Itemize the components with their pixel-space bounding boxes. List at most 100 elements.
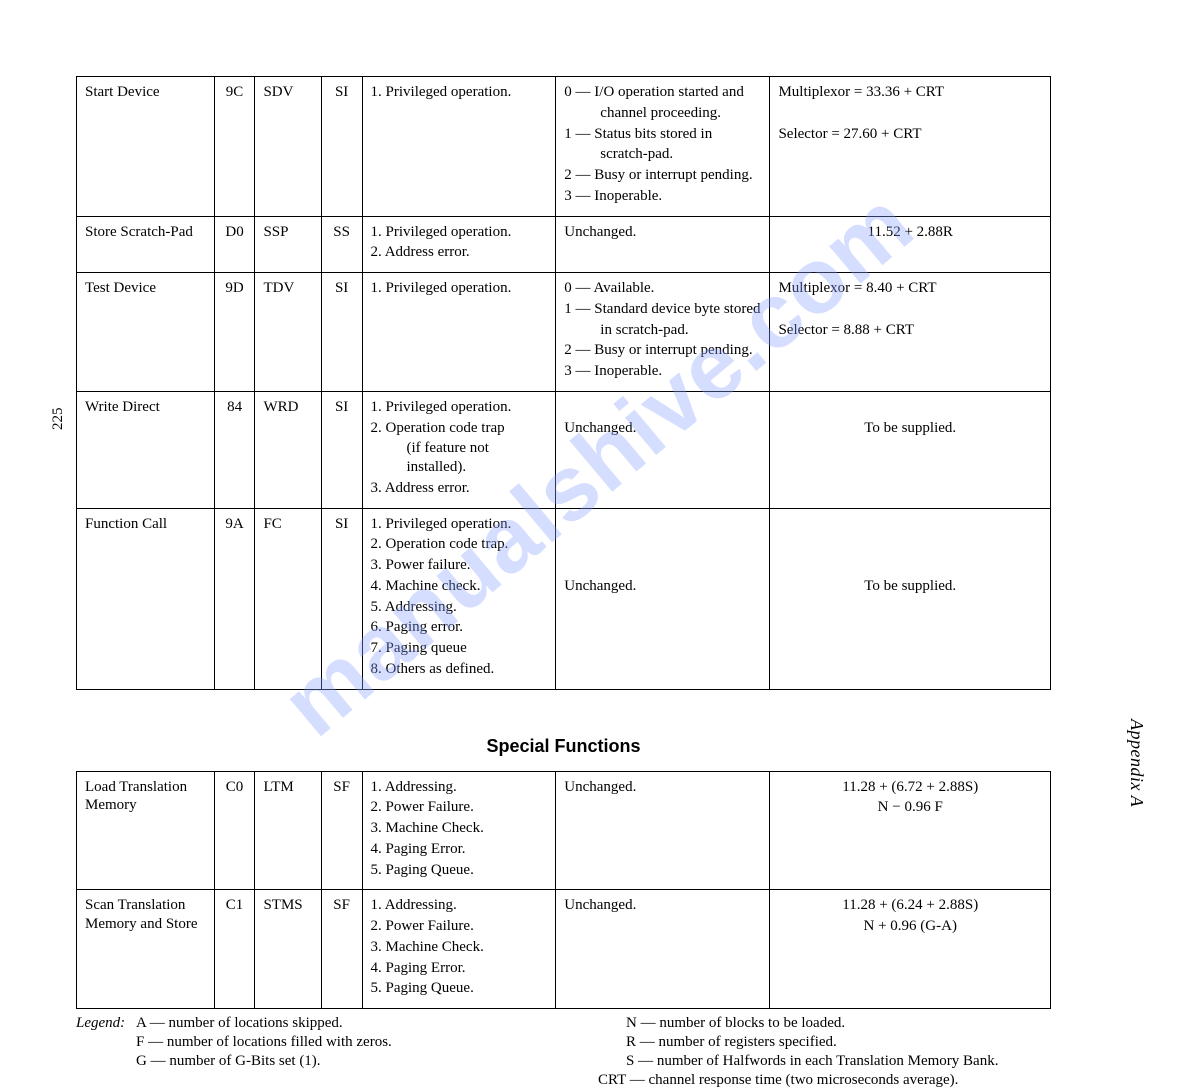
instruction-type: SI	[321, 391, 362, 508]
instruction-type: SS	[321, 216, 362, 273]
condition-code-result: Unchanged.	[556, 391, 770, 508]
trap-line: 8. Others as defined.	[371, 660, 548, 679]
trap-conditions: 1. Addressing.2. Power Failure.3. Machin…	[362, 771, 556, 890]
instruction-type: SI	[321, 77, 362, 217]
timing-line: To be supplied.	[778, 577, 1042, 596]
legend-item: F — number of locations filled with zero…	[136, 1034, 626, 1051]
condition-code-result: Unchanged.	[556, 216, 770, 273]
result-line: 1 — Standard device byte stored	[564, 300, 761, 319]
legend-right: N — number of blocks to be loaded. R — nu…	[626, 1015, 1051, 1091]
instruction-code: 9C	[214, 77, 255, 217]
table-row: Store Scratch-PadD0SSPSS1. Privileged op…	[77, 216, 1051, 273]
trap-line: 1. Privileged operation.	[371, 223, 548, 242]
instruction-code: C1	[214, 890, 255, 1009]
trap-conditions: 1. Privileged operation.	[362, 273, 556, 392]
trap-line: 5. Paging Queue.	[371, 979, 548, 998]
timing-line: Selector = 27.60 + CRT	[778, 125, 1042, 144]
instruction-type: SI	[321, 508, 362, 689]
trap-conditions: 1. Privileged operation.	[362, 77, 556, 217]
trap-line: 1. Privileged operation.	[371, 83, 548, 102]
instruction-code: C0	[214, 771, 255, 890]
timing-line	[778, 515, 1042, 534]
instruction-name: Scan Translation Memory and Store	[77, 890, 215, 1009]
legend-label: Legend:	[76, 1015, 136, 1091]
result-line: 3 — Inoperable.	[564, 362, 761, 381]
trap-line: 1. Privileged operation.	[371, 398, 548, 417]
trap-line: 2. Operation code trap.	[371, 535, 548, 554]
instruction-type: SF	[321, 890, 362, 1009]
timing: To be supplied.	[770, 391, 1051, 508]
trap-line: 1. Privileged operation.	[371, 515, 548, 534]
result-line	[564, 515, 761, 534]
condition-code-result: 0 — Available.1 — Standard device byte s…	[556, 273, 770, 392]
trap-conditions: 1. Privileged operation.2. Operation cod…	[362, 508, 556, 689]
timing-line	[778, 535, 1042, 554]
instruction-mnemonic: SSP	[255, 216, 321, 273]
instruction-table-1: Start Device9CSDVSI1. Privileged operati…	[76, 76, 1051, 690]
condition-code-result: Unchanged.	[556, 771, 770, 890]
trap-line: 3. Machine Check.	[371, 938, 548, 957]
table-row: Scan Translation Memory and StoreC1STMSS…	[77, 890, 1051, 1009]
instruction-mnemonic: WRD	[255, 391, 321, 508]
result-line: 2 — Busy or interrupt pending.	[564, 341, 761, 360]
trap-line: 5. Paging Queue.	[371, 861, 548, 880]
trap-conditions: 1. Privileged operation.2. Address error…	[362, 216, 556, 273]
legend-item: A — number of locations skipped.	[136, 1015, 626, 1032]
trap-conditions: 1. Privileged operation.2. Operation cod…	[362, 391, 556, 508]
result-line	[564, 398, 761, 417]
instruction-table-2: Load Translation MemoryC0LTMSF1. Address…	[76, 771, 1051, 1010]
instruction-code: 9A	[214, 508, 255, 689]
condition-code-result: Unchanged.	[556, 508, 770, 689]
timing-line	[778, 300, 1042, 319]
instruction-name: Test Device	[77, 273, 215, 392]
timing: Multiplexor = 8.40 + CRT Selector = 8.88…	[770, 273, 1051, 392]
instruction-mnemonic: SDV	[255, 77, 321, 217]
timing-line: Multiplexor = 33.36 + CRT	[778, 83, 1042, 102]
result-line: Unchanged.	[564, 778, 761, 797]
timing-line: 11.52 + 2.88R	[778, 223, 1042, 242]
page-number: 225	[50, 408, 67, 431]
legend-item: CRT — channel response time (two microse…	[598, 1072, 1051, 1089]
timing-line: 11.28 + (6.72 + 2.88S)	[778, 778, 1042, 797]
result-line: 2 — Busy or interrupt pending.	[564, 166, 761, 185]
instruction-code: 84	[214, 391, 255, 508]
document-page: manualshive.com Start Device9CSDVSI1. Pr…	[0, 0, 1195, 927]
timing-line: 11.28 + (6.24 + 2.88S)	[778, 896, 1042, 915]
table-row: Function Call9AFCSI1. Privileged operati…	[77, 508, 1051, 689]
trap-line: 3. Power failure.	[371, 556, 548, 575]
trap-line: 2. Power Failure.	[371, 798, 548, 817]
timing: To be supplied.	[770, 508, 1051, 689]
instruction-mnemonic: FC	[255, 508, 321, 689]
instruction-name: Store Scratch-Pad	[77, 216, 215, 273]
timing: 11.28 + (6.72 + 2.88S)N − 0.96 F	[770, 771, 1051, 890]
instruction-mnemonic: TDV	[255, 273, 321, 392]
trap-line: 1. Privileged operation.	[371, 279, 548, 298]
appendix-label: Appendix A	[1126, 719, 1147, 807]
result-line	[564, 535, 761, 554]
condition-code-result: 0 — I/O operation started and channel pro…	[556, 77, 770, 217]
trap-line: 4. Machine check.	[371, 577, 548, 596]
legend-item: R — number of registers specified.	[626, 1034, 1051, 1051]
result-line: Unchanged.	[564, 223, 761, 242]
instruction-code: 9D	[214, 273, 255, 392]
instruction-name: Write Direct	[77, 391, 215, 508]
instruction-mnemonic: STMS	[255, 890, 321, 1009]
result-line: 1 — Status bits stored in	[564, 125, 761, 144]
timing-line: To be supplied.	[778, 419, 1042, 438]
legend-item: N — number of blocks to be loaded.	[626, 1015, 1051, 1032]
trap-line: 4. Paging Error.	[371, 840, 548, 859]
timing: Multiplexor = 33.36 + CRT Selector = 27.…	[770, 77, 1051, 217]
result-line: in scratch-pad.	[564, 321, 761, 340]
legend-item: S — number of Halfwords in each Translat…	[626, 1053, 1051, 1070]
instruction-name: Start Device	[77, 77, 215, 217]
trap-line: 3. Address error.	[371, 479, 548, 498]
timing: 11.52 + 2.88R	[770, 216, 1051, 273]
trap-line: 1. Addressing.	[371, 896, 548, 915]
result-line: channel proceeding.	[564, 104, 761, 123]
result-line: 0 — I/O operation started and	[564, 83, 761, 102]
trap-line: 3. Machine Check.	[371, 819, 548, 838]
instruction-type: SI	[321, 273, 362, 392]
trap-line: 2. Power Failure.	[371, 917, 548, 936]
timing-line: Selector = 8.88 + CRT	[778, 321, 1042, 340]
timing-line: N − 0.96 F	[778, 798, 1042, 817]
